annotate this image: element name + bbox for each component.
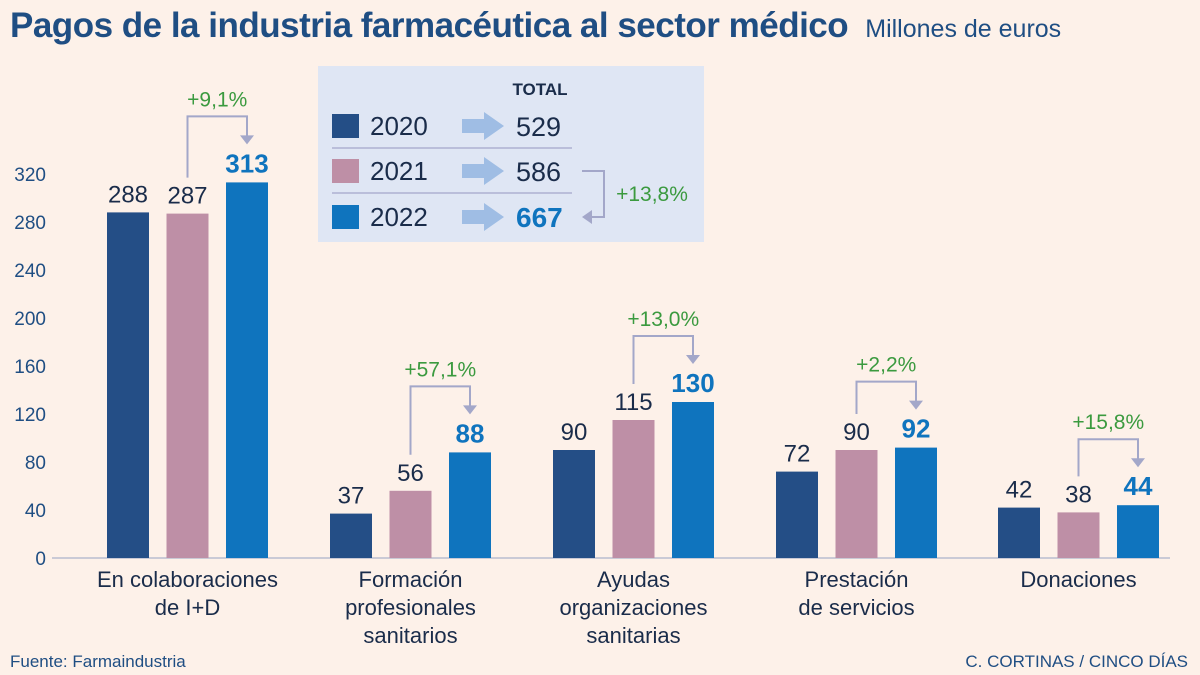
change-bracket — [632, 335, 694, 384]
change-label: +9,1% — [187, 88, 247, 111]
arrow-head — [1131, 458, 1145, 468]
legend-total: 529 — [516, 112, 561, 142]
data-label: 56 — [397, 460, 424, 487]
category-label: Formación — [359, 567, 463, 592]
y-tick-label: 120 — [14, 405, 46, 426]
legend-swatch — [332, 205, 359, 229]
data-label: 287 — [167, 183, 207, 210]
change-bracket — [409, 385, 471, 455]
bar — [226, 182, 268, 558]
legend-swatch — [332, 114, 359, 138]
bar — [166, 213, 209, 558]
data-label: 38 — [1065, 481, 1092, 508]
bar — [449, 452, 491, 558]
chart-title: Pagos de la industria farmacéutica al se… — [10, 6, 849, 45]
legend-change-bracket — [582, 170, 605, 218]
data-label: 90 — [843, 419, 870, 446]
data-label: 288 — [108, 181, 148, 208]
data-label: 37 — [338, 483, 365, 510]
data-label: 92 — [902, 414, 931, 444]
category-label: Ayudas — [597, 567, 670, 592]
legend-total: 667 — [516, 202, 563, 233]
legend-total: 586 — [516, 157, 561, 187]
y-tick-label: 280 — [14, 213, 46, 234]
category-label: sanitarios — [363, 623, 457, 648]
category-label: de servicios — [798, 595, 914, 620]
bar — [612, 420, 655, 558]
arrow-head — [463, 405, 477, 415]
category-label: Prestación — [805, 567, 909, 592]
y-tick-label: 80 — [25, 453, 46, 474]
bar — [107, 212, 149, 558]
data-label: 130 — [671, 368, 714, 398]
legend-swatch — [332, 159, 359, 183]
arrow-head — [909, 400, 923, 410]
legend-year: 2022 — [370, 202, 428, 232]
change-label: +15,8% — [1072, 411, 1144, 434]
category-label: profesionales — [345, 595, 476, 620]
y-tick-label: 40 — [25, 501, 46, 522]
bar — [776, 471, 818, 558]
legend-year: 2020 — [370, 111, 428, 141]
change-label: +57,1% — [404, 358, 476, 381]
bar — [835, 450, 878, 558]
source-note: Fuente: Farmaindustria — [10, 652, 186, 671]
data-label: 42 — [1006, 477, 1033, 504]
bar — [553, 450, 595, 558]
bar — [998, 507, 1040, 558]
change-bracket — [855, 380, 917, 414]
data-label: 88 — [456, 418, 485, 448]
legend-header: TOTAL — [512, 80, 567, 99]
arrow-head — [240, 135, 254, 145]
arrow-head — [686, 355, 700, 364]
data-label: 313 — [225, 148, 268, 178]
y-tick-label: 160 — [14, 357, 46, 378]
change-label: +2,2% — [856, 354, 916, 377]
legend-arrow-head — [582, 210, 592, 224]
legend-arrow — [462, 203, 504, 231]
data-label: 72 — [784, 441, 811, 468]
change-label: +13,0% — [627, 308, 699, 331]
bar — [1057, 512, 1100, 558]
y-tick-label: 0 — [35, 549, 46, 570]
legend-arrow — [462, 112, 504, 140]
legend-box — [318, 66, 704, 242]
category-label: Donaciones — [1020, 567, 1136, 592]
change-bracket — [186, 115, 248, 178]
change-bracket — [1077, 438, 1139, 477]
category-label: de I+D — [155, 595, 220, 620]
bar — [895, 447, 937, 558]
bar — [330, 513, 372, 558]
chart-subtitle: Millones de euros — [865, 15, 1062, 43]
bar — [672, 402, 714, 558]
y-tick-label: 320 — [14, 165, 46, 186]
data-label: 115 — [614, 389, 652, 416]
data-label: 44 — [1124, 471, 1153, 501]
bar — [1117, 505, 1159, 558]
legend-year: 2021 — [370, 156, 428, 186]
bar — [389, 490, 432, 558]
category-label: organizaciones — [560, 595, 708, 620]
header: Pagos de la industria farmacéutica al se… — [10, 6, 1190, 46]
credit-note: C. CORTINAS / CINCO DÍAS — [965, 652, 1188, 671]
legend-change-label: +13,8% — [616, 183, 688, 206]
y-tick-label: 240 — [14, 261, 46, 282]
category-label: En colaboraciones — [97, 567, 278, 592]
y-tick-label: 200 — [14, 309, 46, 330]
category-label: sanitarias — [586, 623, 680, 648]
legend-arrow — [462, 157, 504, 185]
data-label: 90 — [561, 419, 588, 446]
